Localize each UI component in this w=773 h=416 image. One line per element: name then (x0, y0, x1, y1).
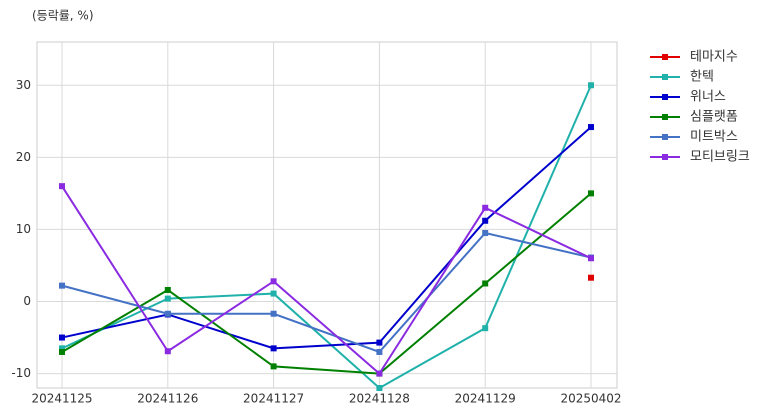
y-tick-label: 20 (16, 150, 31, 164)
point-marker (482, 217, 489, 224)
point-marker (376, 348, 383, 355)
legend-marker (662, 74, 668, 80)
series-line (61, 84, 592, 390)
point-marker (588, 274, 594, 281)
legend-label: 미트박스 (690, 130, 738, 145)
point-marker (270, 310, 277, 317)
point-marker (482, 204, 489, 211)
point-marker (59, 282, 65, 289)
point-marker (588, 255, 594, 262)
legend-marker (662, 94, 668, 100)
point-marker (59, 348, 65, 355)
x-tick-label: 20241129 (455, 392, 516, 406)
point-marker (482, 280, 489, 287)
legend-label: 모티브링크 (690, 150, 750, 165)
y-tick-label: 30 (16, 78, 31, 92)
point-marker (588, 190, 594, 197)
point-marker (588, 82, 594, 89)
y-tick-label: 0 (23, 294, 31, 308)
legend-label: 심플랫폼 (690, 110, 738, 125)
point-marker (164, 348, 171, 355)
legend-label: 한텍 (690, 70, 714, 85)
legend-marker (662, 154, 668, 160)
point-marker (270, 345, 277, 352)
chart-title: (등락률, %) (32, 9, 94, 23)
point-marker (376, 370, 383, 377)
series-line (61, 185, 592, 376)
legend-marker (662, 114, 668, 120)
x-tick-label: 20250402 (560, 392, 621, 406)
series-line (61, 231, 592, 354)
point-marker (270, 278, 277, 285)
legend-marker (662, 54, 668, 60)
x-tick-label: 20241128 (349, 392, 410, 406)
point-marker (59, 334, 65, 341)
point-marker (482, 325, 489, 332)
legend-label: 테마지수 (690, 50, 738, 65)
point-marker (482, 230, 489, 237)
x-tick-label: 20241127 (243, 392, 304, 406)
point-marker (59, 345, 65, 352)
legend-label: 위너스 (690, 90, 726, 105)
point-marker (588, 124, 594, 131)
x-tick-label: 20241126 (137, 392, 198, 406)
point-marker (270, 290, 277, 297)
series-line (61, 126, 592, 350)
point-marker (270, 363, 277, 370)
point-marker (164, 310, 171, 317)
point-marker (376, 339, 383, 346)
y-tick-label: 10 (16, 222, 31, 236)
x-tick-label: 20241125 (31, 392, 92, 406)
point-marker (376, 385, 383, 391)
series-line (61, 192, 592, 375)
legend-marker (662, 134, 668, 140)
plot-frame (36, 41, 618, 389)
point-marker (164, 286, 171, 293)
y-tick-label: -10 (11, 366, 31, 380)
point-marker (59, 183, 65, 190)
point-marker (164, 295, 171, 302)
